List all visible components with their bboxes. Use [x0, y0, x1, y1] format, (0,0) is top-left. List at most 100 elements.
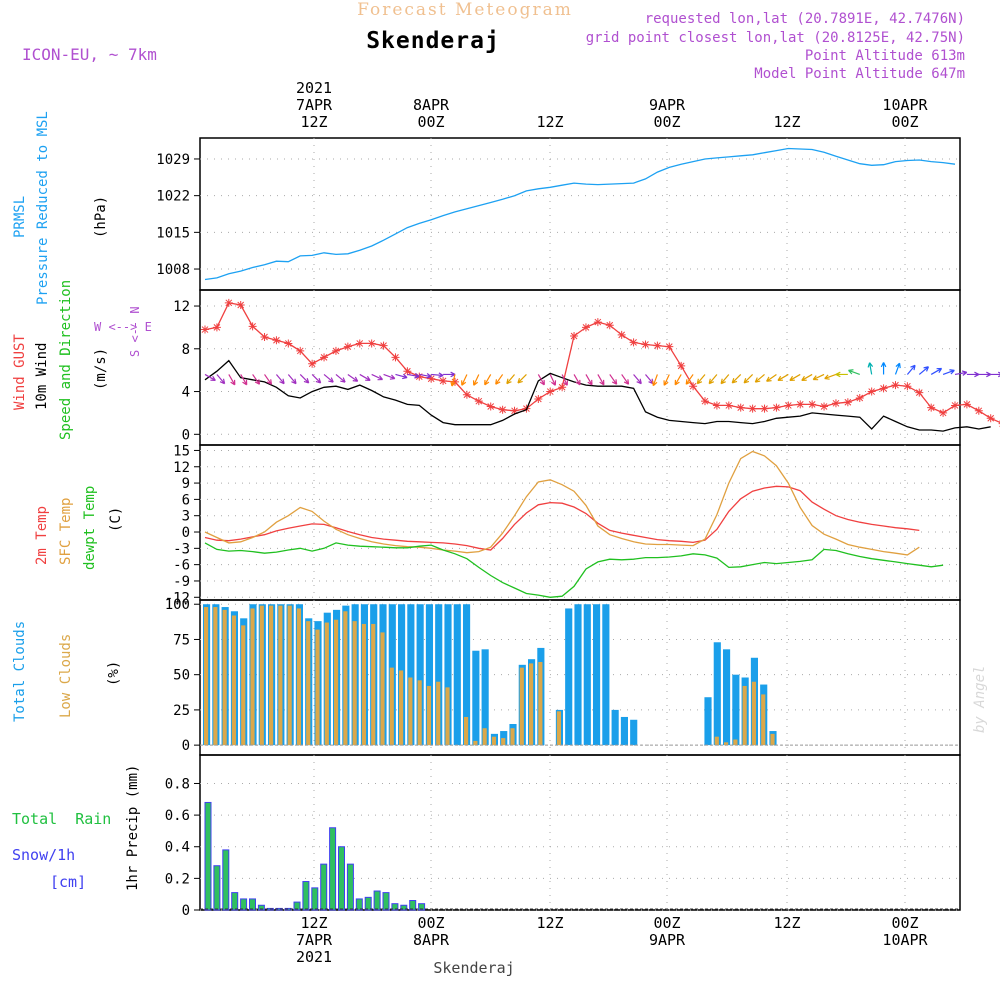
low-cloud-bar: [213, 607, 218, 746]
time-axis-label: 00Z: [417, 914, 444, 932]
series-line-sfc-temp: [204, 450, 920, 556]
gust-marker: [915, 388, 924, 397]
wind-arrow: [311, 374, 322, 384]
y-tick-label: 0: [182, 525, 190, 541]
gust-marker: [748, 404, 757, 413]
gust-marker: [308, 359, 317, 368]
y-tick-label: 1022: [156, 189, 190, 205]
gust-marker: [272, 336, 281, 345]
gust-marker: [796, 400, 805, 409]
low-cloud-bar: [761, 694, 766, 746]
gust-marker: [510, 406, 519, 415]
low-cloud-bar: [491, 736, 497, 746]
gust-marker: [867, 387, 876, 396]
y-tick-label: 15: [173, 443, 190, 459]
time-axis-label: 12Z: [773, 914, 800, 932]
precip-legend-cm: [cm]: [50, 873, 86, 891]
gust-marker: [486, 402, 495, 411]
wind-arrow: [275, 374, 285, 385]
low-cloud-bar: [519, 667, 524, 746]
precip-frame: [199, 754, 961, 911]
model-label: ICON-EU, ~ 7km: [22, 45, 157, 64]
compass-sn: S <-- N: [128, 306, 142, 357]
wind-arrow: [431, 372, 444, 378]
time-axis-label: 2021: [296, 948, 332, 966]
wind-arrow: [652, 374, 658, 387]
low-cloud-bar: [250, 608, 255, 746]
series-line-2m-temp: [204, 485, 920, 551]
low-cloud-bar: [306, 621, 311, 746]
total-cloud-bar: [611, 709, 619, 746]
time-axis-label: 00Z: [653, 914, 680, 932]
gust-marker: [391, 353, 400, 362]
low-cloud-bar: [742, 685, 747, 746]
gust-marker: [701, 397, 709, 406]
precip-bar: [391, 903, 399, 911]
wind-arrow: [264, 374, 273, 385]
gust-marker: [986, 414, 995, 423]
wind-arrow: [240, 374, 248, 386]
total-cloud-bar: [481, 649, 489, 746]
wind-arrow: [930, 367, 943, 375]
low-cloud-bar: [361, 623, 367, 746]
y-tick-label: 6: [182, 492, 190, 508]
sfc-label: SFC Temp: [58, 498, 74, 565]
wind-arrow: [407, 373, 420, 379]
wind-panel: 0 4 8 12: [173, 289, 1000, 446]
time-axis-label: 12Z: [773, 113, 800, 131]
gust-marker: [677, 361, 686, 370]
wind-arrow: [731, 374, 742, 384]
model-altitude: Model Point Altitude 647m: [754, 66, 965, 82]
place-name: Skenderaj: [366, 28, 500, 54]
low-cloud-bar: [538, 662, 543, 746]
low-cloud-bar: [436, 681, 441, 746]
precip-bar: [346, 863, 354, 911]
gust-marker: [320, 353, 329, 362]
low-cloud-bar: [352, 621, 357, 746]
low-cloud-bar: [733, 739, 738, 746]
point-altitude: Point Altitude 613m: [805, 48, 965, 64]
time-axis-label: 9APR: [649, 96, 686, 114]
time-axis-label: 12Z: [536, 113, 563, 131]
gust-marker: [224, 298, 233, 307]
gust-marker: [653, 341, 662, 350]
wind-arrow: [506, 374, 515, 385]
gust-marker: [558, 383, 567, 392]
low-cloud-bar: [464, 716, 469, 746]
total-clouds-label: Total Clouds: [12, 621, 28, 722]
wind-arrow: [633, 374, 642, 385]
wind-arrow: [708, 374, 718, 385]
precip-bar: [320, 863, 328, 911]
wind-arrow: [848, 369, 860, 376]
time-axis-label: 7APR: [296, 931, 333, 949]
gust-marker: [974, 406, 983, 415]
low-cloud-bar: [399, 670, 404, 746]
total-cloud-bar: [713, 642, 721, 746]
wind-arrow: [696, 374, 706, 385]
gust-marker: [581, 323, 590, 332]
y-tick-label: 1029: [156, 152, 190, 168]
wind-arrow: [685, 374, 694, 385]
wind-arrow: [894, 362, 901, 375]
low-cloud-bar: [714, 736, 719, 746]
gust-marker: [296, 346, 305, 355]
time-axis-label: 8APR: [413, 96, 450, 114]
gust-marker: [641, 340, 650, 349]
pressure-frame: [199, 137, 961, 291]
gust-marker: [951, 401, 959, 410]
wind-arrow: [287, 374, 297, 385]
wind-arrow: [517, 374, 527, 384]
wind-arrow: [359, 373, 371, 382]
gust-marker: [331, 346, 340, 355]
precip-bar: [231, 892, 239, 911]
gust-marker: [879, 384, 888, 393]
low-cloud-bar: [259, 605, 264, 746]
wind-arrow: [918, 366, 930, 375]
pressure-unit: (hPa): [93, 196, 109, 238]
precip-bar: [222, 849, 230, 911]
total-cloud-bar: [416, 604, 424, 746]
gust-marker: [939, 408, 948, 417]
wind-arrow: [663, 374, 670, 386]
wind-arrow: [419, 373, 432, 379]
